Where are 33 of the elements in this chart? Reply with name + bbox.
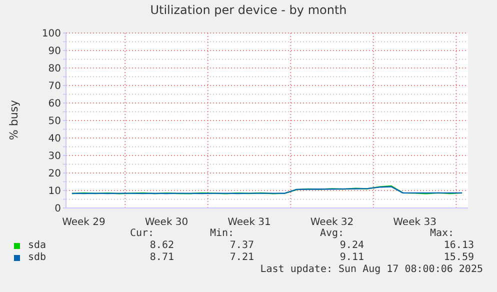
y-tick-label: 90 — [48, 46, 61, 58]
text: 16.13 — [442, 240, 474, 251]
y-tick-label: 60 — [48, 98, 61, 110]
legend-label: sda — [28, 240, 46, 251]
text: Min: — [210, 228, 234, 239]
y-tick-label: 80 — [48, 64, 61, 75]
legend-label: sdb — [28, 252, 46, 263]
y-tick-label: 40 — [48, 134, 61, 145]
text: 8.62 — [148, 240, 174, 251]
text: 9.11 — [338, 252, 364, 263]
text: Max: — [430, 228, 454, 239]
chart-title: Utilization per device - by month — [149, 3, 348, 17]
x-tick-label: Week 30 — [144, 217, 188, 228]
x-tick-label: Week 33 — [393, 217, 436, 228]
y-tick-label: 70 — [48, 81, 61, 92]
y-tick-label: 10 — [48, 186, 61, 198]
x-tick-label: Week 29 — [62, 217, 106, 228]
text: 8.71 — [148, 252, 174, 263]
y-tick-label: 20 — [48, 168, 61, 180]
y-tick-label: 30 — [48, 151, 61, 162]
text: 15.59 — [442, 252, 474, 263]
y-axis-title: % busy — [8, 100, 20, 140]
text: Avg: — [320, 228, 344, 239]
text: 9.24 — [338, 240, 364, 251]
text: 7.37 — [228, 240, 254, 251]
y-tick-label: 0 — [54, 204, 61, 215]
x-tick-label: Week 32 — [310, 217, 354, 228]
y-tick-label: 100 — [42, 28, 61, 40]
text: 7.21 — [228, 252, 254, 263]
text: Cur: — [130, 228, 154, 239]
x-tick-label: Week 31 — [228, 217, 271, 228]
y-tick-label: 50 — [48, 116, 61, 128]
text: Last update: Sun Aug 17 08:00:06 2025 — [260, 264, 483, 275]
